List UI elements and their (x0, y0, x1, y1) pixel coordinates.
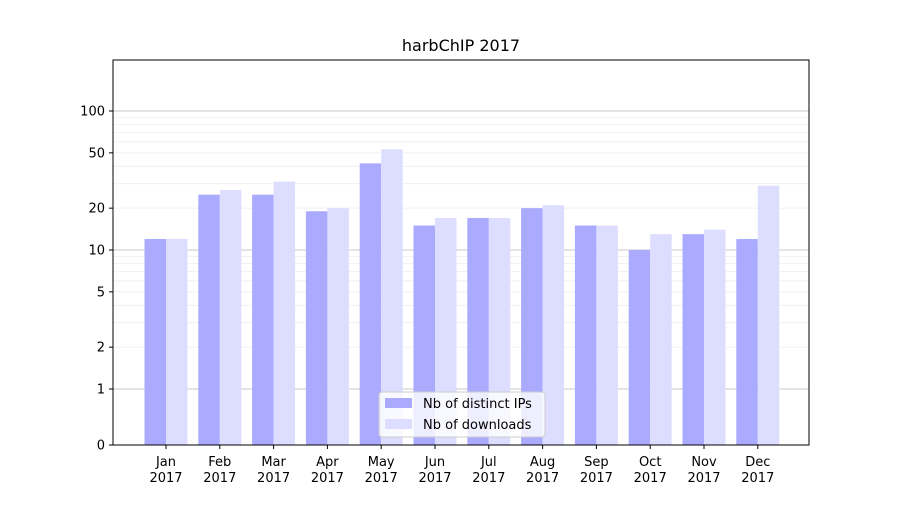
bars (144, 149, 780, 445)
bar (521, 208, 543, 445)
x-tick-label: 2017 (418, 471, 451, 486)
bar (704, 229, 726, 445)
x-tick-label: 2017 (472, 471, 505, 486)
chart-title: harbChIP 2017 (402, 36, 520, 55)
x-tick-label: 2017 (687, 471, 720, 486)
bar (596, 225, 618, 445)
x-tick-label: Jan (155, 455, 176, 470)
bar (435, 217, 457, 445)
legend: Nb of distinct IPs Nb of downloads (378, 391, 546, 438)
y-tick-label: 5 (97, 285, 105, 300)
x-tick-label: 2017 (311, 471, 344, 486)
x-tick-label: 2017 (365, 471, 398, 486)
bar (574, 225, 597, 445)
bar (198, 194, 220, 445)
x-tick-label: Aug (530, 455, 555, 470)
bar (219, 190, 242, 445)
bar (413, 225, 435, 445)
x-tick-label: 2017 (741, 471, 774, 486)
bar (488, 217, 511, 445)
legend-label: Nb of downloads (423, 418, 532, 433)
x-tick-label: 2017 (203, 471, 236, 486)
y-tick-label: 100 (80, 105, 105, 120)
y-tick-label: 1 (97, 383, 105, 398)
bar (467, 217, 489, 445)
y-axis: 0 1 2 5 10 20 50 100 (80, 105, 113, 454)
x-tick-label: 2017 (149, 471, 182, 486)
bar (305, 211, 328, 445)
bar (736, 238, 758, 445)
bar (757, 185, 780, 445)
bar (542, 205, 565, 445)
x-tick-label: May (368, 455, 395, 470)
bar (381, 149, 403, 445)
x-tick-label: Feb (208, 455, 231, 470)
bar (650, 234, 672, 445)
x-tick-label: 2017 (257, 471, 290, 486)
plot-frame (112, 59, 810, 446)
bar (144, 238, 166, 445)
legend-swatch (385, 398, 412, 408)
x-tick-label: Oct (639, 455, 661, 470)
x-axis: Jan2017Feb2017Mar2017Apr2017May2017Jun20… (149, 445, 774, 486)
x-tick-label: Nov (691, 455, 717, 470)
x-tick-label: Mar (261, 455, 286, 470)
x-tick-label: Dec (745, 455, 770, 470)
x-tick-label: Jun (424, 455, 445, 470)
bar (166, 238, 188, 445)
y-tick-label: 50 (88, 146, 105, 161)
bar (359, 163, 382, 445)
legend-swatch (385, 419, 412, 429)
x-tick-label: 2017 (580, 471, 613, 486)
x-tick-label: 2017 (526, 471, 559, 486)
legend-box (378, 391, 546, 438)
y-tick-label: 2 (97, 341, 105, 356)
x-tick-label: Sep (584, 455, 609, 470)
bar (628, 250, 651, 445)
x-tick-label: Apr (316, 455, 339, 470)
bar (252, 194, 274, 445)
y-tick-label: 0 (97, 439, 105, 454)
y-tick-label: 10 (88, 244, 105, 259)
x-tick-label: 2017 (634, 471, 667, 486)
x-tick-label: Jul (480, 455, 497, 470)
bar (273, 181, 296, 445)
bar (682, 234, 704, 445)
bar (327, 208, 349, 445)
legend-label: Nb of distinct IPs (423, 397, 532, 412)
y-tick-label: 20 (88, 202, 105, 217)
